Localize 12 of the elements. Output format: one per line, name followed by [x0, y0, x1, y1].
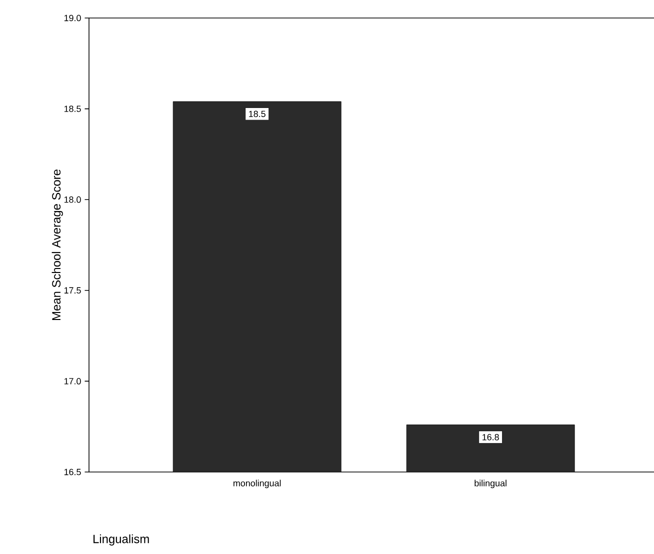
- y-tick-label: 17.0: [64, 378, 81, 384]
- x-axis-title: Lingualism: [94, 534, 149, 546]
- x-tick-label: monolingual: [234, 480, 281, 488]
- y-tick-label: 18.5: [64, 106, 81, 112]
- data-label: 16.8: [482, 434, 499, 440]
- y-tick-label: 16.5: [64, 468, 81, 476]
- data-label: 18.5: [249, 110, 266, 118]
- x-tick-label: bilingual: [474, 480, 506, 488]
- y-tick-label: 17.5: [64, 287, 81, 294]
- y-tick-label: 18.0: [64, 196, 81, 203]
- y-axis-title: Mean School Average Score: [52, 170, 63, 320]
- y-tick-label: 19.0: [64, 14, 81, 22]
